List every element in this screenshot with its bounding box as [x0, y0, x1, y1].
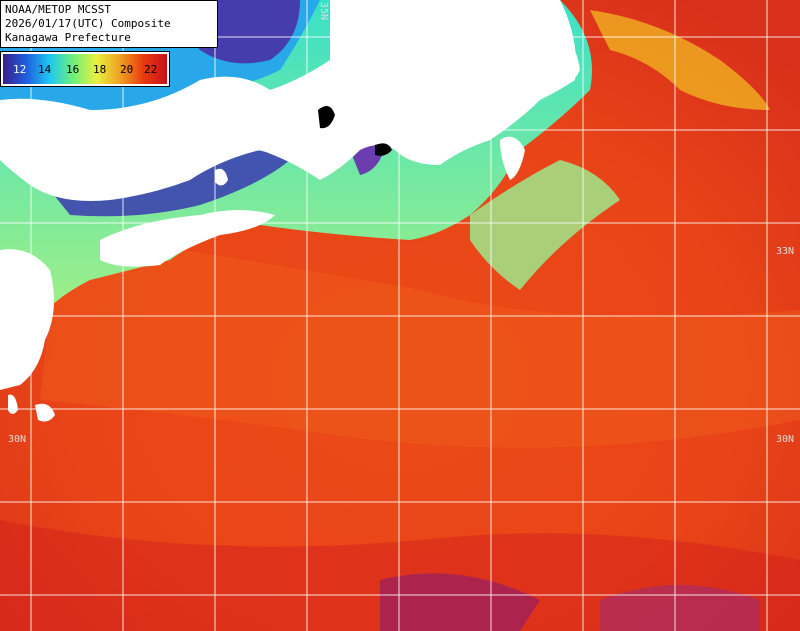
land-izu — [500, 136, 525, 180]
lat-label-30n-right: 30N — [776, 434, 795, 445]
east-purple-patch — [600, 585, 760, 631]
lat-label-35n: 35N — [318, 2, 329, 21]
color-scale-gradient: 12 14 16 18 20 22 — [3, 54, 167, 84]
scale-tick-18: 18 — [93, 63, 107, 76]
lake-biwa — [318, 106, 335, 129]
temperature-color-scale: 12 14 16 18 20 22 — [0, 51, 170, 87]
map-title-box: NOAA/METOP MCSST 2026/01/17(UTC) Composi… — [0, 0, 218, 48]
warm-mid-band — [40, 230, 800, 448]
land-yakushima — [35, 403, 55, 422]
south-purple-patch — [380, 573, 540, 631]
title-line-satellite: NOAA/METOP MCSST — [5, 3, 111, 16]
lake-small — [375, 143, 392, 156]
cold-eastern-current — [590, 10, 770, 110]
scale-tick-22: 22 — [144, 63, 158, 76]
title-line-region: Kanagawa Prefecture — [5, 31, 131, 44]
lat-label-30n-left: 30N — [8, 434, 27, 445]
land-kyushu — [0, 249, 54, 390]
lat-label-33n-right: 33N — [776, 246, 795, 257]
land-shikoku — [100, 210, 275, 267]
title-line-date: 2026/01/17(UTC) Composite — [5, 17, 171, 30]
scale-tick-12: 12 — [13, 63, 27, 76]
land-honshu — [0, 0, 576, 201]
scale-tick-16: 16 — [66, 63, 80, 76]
land-boso — [555, 39, 580, 86]
land-awaji — [215, 168, 228, 186]
scale-tick-20: 20 — [120, 63, 134, 76]
scale-tick-14: 14 — [38, 63, 52, 76]
